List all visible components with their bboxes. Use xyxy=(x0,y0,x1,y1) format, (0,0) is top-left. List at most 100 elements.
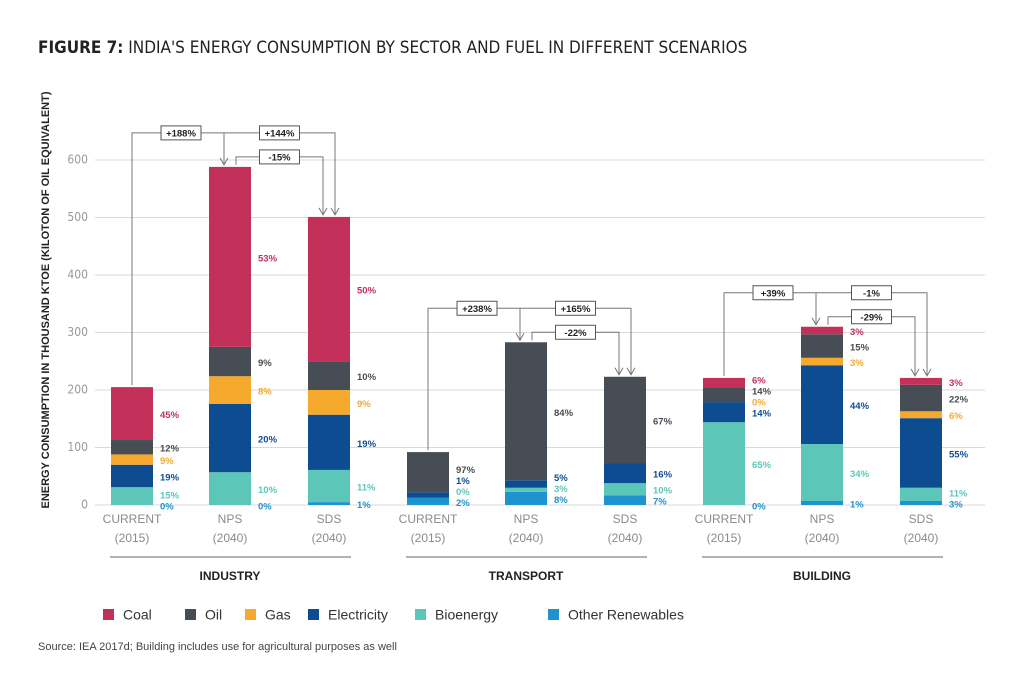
share-label: 22% xyxy=(949,395,969,406)
share-label: 14% xyxy=(752,387,772,398)
share-label: 14% xyxy=(752,409,772,420)
change-box xyxy=(259,125,300,141)
share-label: 9% xyxy=(160,456,174,467)
group-label: TRANSPORT xyxy=(489,569,564,583)
change-label: -1% xyxy=(863,288,880,299)
bar-segment xyxy=(604,463,646,484)
bar-segment xyxy=(209,376,251,404)
share-label: 5% xyxy=(554,473,568,484)
bar-segment xyxy=(505,480,547,488)
bar-segment xyxy=(209,472,251,505)
x-tick-label: SDS xyxy=(317,512,342,526)
bar-segment xyxy=(900,384,942,412)
share-label: 65% xyxy=(752,460,772,471)
share-label: 34% xyxy=(850,469,870,480)
y-tick-label: 200 xyxy=(67,383,88,397)
share-label: 45% xyxy=(160,410,180,421)
x-tick-label: (2015) xyxy=(115,531,150,545)
x-tick-label: (2015) xyxy=(411,531,446,545)
bar-segment xyxy=(604,483,646,496)
share-label: 10% xyxy=(258,485,278,496)
bar-segment xyxy=(801,365,843,445)
x-tick-label: NPS xyxy=(218,512,243,526)
bar-segment xyxy=(111,454,153,465)
bar-segment xyxy=(801,326,843,335)
share-label: 1% xyxy=(357,500,371,511)
share-label: 10% xyxy=(357,372,377,383)
share-label: 0% xyxy=(752,398,766,409)
arrow-head xyxy=(515,333,525,342)
legend-label: Bioenergy xyxy=(435,607,498,623)
bar-segment xyxy=(703,387,745,403)
share-label: 6% xyxy=(752,376,766,387)
bar-segment xyxy=(900,377,942,385)
share-label: 16% xyxy=(653,470,673,481)
x-tick-label: (2040) xyxy=(312,531,347,545)
arrow-head xyxy=(318,207,328,216)
legend-swatch xyxy=(308,609,319,620)
bar-segment xyxy=(801,444,843,501)
bar-segment xyxy=(900,411,942,419)
x-tick-label: NPS xyxy=(810,512,835,526)
arrow-head xyxy=(811,317,821,326)
change-label: +238% xyxy=(462,304,492,315)
bar-segment xyxy=(308,361,350,390)
group-label: INDUSTRY xyxy=(200,569,261,583)
bar-segment xyxy=(111,440,153,455)
bar-segment xyxy=(308,414,350,470)
legend-swatch xyxy=(415,609,426,620)
change-label: +39% xyxy=(761,288,786,299)
share-label: 97% xyxy=(456,465,476,476)
bar-segment xyxy=(604,376,646,464)
bar-segment xyxy=(209,346,251,377)
share-label: 0% xyxy=(456,487,470,498)
share-label: 6% xyxy=(949,411,963,422)
share-label: 3% xyxy=(949,500,963,511)
arrow-head xyxy=(219,157,229,166)
change-label: -29% xyxy=(860,312,883,323)
legend-label: Oil xyxy=(205,607,222,623)
bar-segment xyxy=(801,357,843,366)
share-label: 0% xyxy=(258,502,272,513)
title-text: INDIA'S ENERGY CONSUMPTION BY SECTOR AND… xyxy=(128,38,747,58)
change-box xyxy=(259,149,300,165)
legend-swatch xyxy=(548,609,559,620)
share-label: 1% xyxy=(850,500,864,511)
arrow-head xyxy=(910,368,920,377)
x-tick-label: (2040) xyxy=(608,531,643,545)
arrow-head xyxy=(922,368,932,377)
y-tick-label: 100 xyxy=(67,440,88,454)
share-label: 3% xyxy=(850,358,864,369)
bar-segment xyxy=(703,422,745,505)
x-tick-label: NPS xyxy=(514,512,539,526)
bar-segment xyxy=(111,387,153,441)
change-label: +165% xyxy=(561,304,591,315)
share-label: 55% xyxy=(949,449,969,460)
change-box xyxy=(555,300,596,316)
bar-segment xyxy=(505,491,547,505)
bar-segment xyxy=(703,377,745,388)
bar-segment xyxy=(505,342,547,481)
legend-swatch xyxy=(245,609,256,620)
x-tick-label: CURRENT xyxy=(103,512,162,526)
share-label: 9% xyxy=(258,358,272,369)
change-box xyxy=(851,309,892,325)
share-label: 9% xyxy=(357,399,371,410)
bar-segment xyxy=(505,487,547,492)
change-label: -15% xyxy=(268,152,291,163)
bar-segment xyxy=(407,492,449,498)
share-label: 15% xyxy=(850,343,870,354)
bar-segment xyxy=(407,452,449,493)
x-tick-label: (2040) xyxy=(805,531,840,545)
figure-label: FIGURE 7: xyxy=(38,38,123,58)
bar-segment xyxy=(801,500,843,505)
legend-label: Coal xyxy=(123,607,152,623)
bar-segment xyxy=(801,334,843,358)
change-label: -22% xyxy=(564,328,587,339)
share-label: 20% xyxy=(258,435,278,446)
x-tick-label: (2015) xyxy=(707,531,742,545)
source-note: Source: IEA 2017d; Building includes use… xyxy=(38,641,397,653)
x-tick-label: CURRENT xyxy=(399,512,458,526)
change-box xyxy=(752,285,794,301)
